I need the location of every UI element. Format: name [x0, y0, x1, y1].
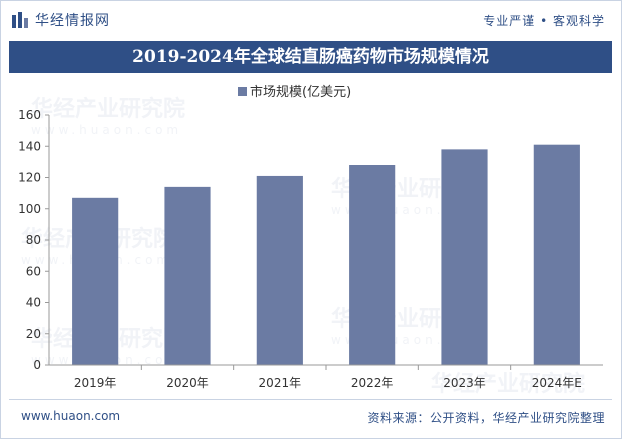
y-axis: 0 20 40 60 80 100 120 140 160 — [18, 108, 50, 372]
footer-divider — [9, 399, 612, 400]
chart-legend: 市场规模(亿美元) — [238, 84, 351, 100]
y-tick-label: 160 — [18, 108, 41, 122]
top-bar: 华经情报网 专业严谨 • 客观科学 — [1, 1, 621, 39]
brand-name: 华经情报网 — [35, 13, 110, 29]
brand-logo-icon — [12, 12, 28, 28]
bar-2022年 — [349, 165, 396, 365]
bar-2023年 — [441, 149, 488, 365]
legend-label: 市场规模(亿美元) — [250, 84, 351, 100]
y-tick-label: 60 — [26, 264, 41, 278]
brand: 华经情报网 — [11, 10, 110, 30]
y-tick-label: 40 — [26, 296, 41, 310]
y-tick-label: 20 — [26, 327, 41, 341]
x-tick-label: 2022年 — [351, 376, 394, 390]
y-tick-label: 140 — [18, 139, 41, 153]
x-tick-label: 2023年 — [443, 376, 486, 390]
footer-website: www.huaon.com — [21, 409, 121, 423]
x-tick-label: 2019年 — [74, 376, 117, 390]
footer-source: 资料来源：公开资料，华经产业研究院整理 — [367, 411, 605, 425]
x-tick-label: 2024年E — [532, 376, 582, 390]
bars — [72, 144, 580, 365]
bar-2020年 — [164, 186, 211, 365]
y-tick-label: 80 — [26, 233, 41, 247]
bar-chart: 市场规模(亿美元) 0 20 40 60 80 100 120 140 160 2019年 202… — [18, 84, 603, 390]
y-tick-label: 120 — [18, 171, 41, 185]
chart-title: 2019-2024年全球结直肠癌药物市场规模情况 — [9, 41, 612, 73]
x-tick-label: 2021年 — [259, 376, 302, 390]
legend-swatch — [238, 87, 247, 96]
tagline: 专业严谨 • 客观科学 — [483, 14, 605, 28]
bar-2024年E — [533, 144, 580, 365]
x-tick-label: 2020年 — [166, 376, 209, 390]
bar-2021年 — [256, 175, 303, 365]
y-tick-label: 100 — [18, 202, 41, 216]
bar-2019年 — [72, 197, 119, 365]
x-axis: 2019年 2020年 2021年 2022年 2023年 2024年E — [49, 364, 603, 390]
y-tick-label: 0 — [33, 358, 41, 372]
